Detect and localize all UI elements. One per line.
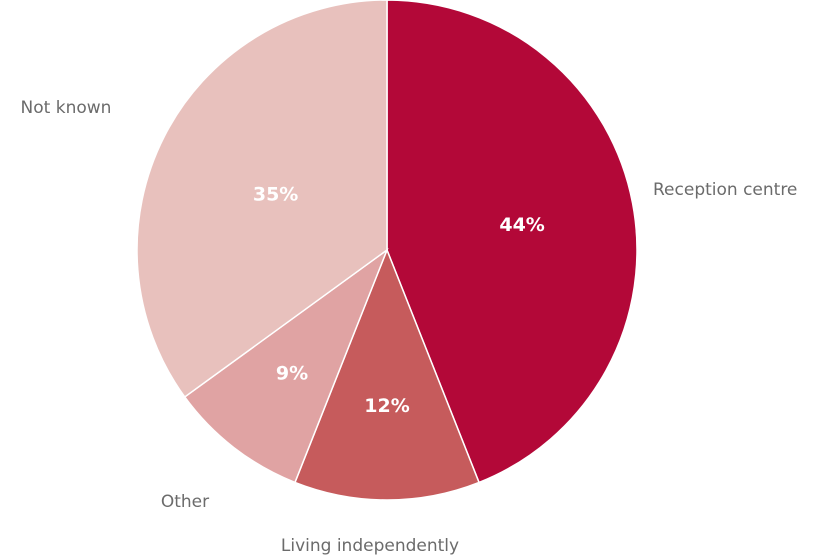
pie-slices	[136, 0, 638, 501]
data-label-not-known: 35%	[253, 183, 298, 205]
pie-slice-reception-centre	[386, 0, 638, 484]
category-label-reception-centre: Reception centre	[653, 180, 797, 200]
data-label-other: 9%	[276, 363, 308, 385]
data-label-living-independently: 12%	[364, 395, 409, 417]
pie-slice-other	[183, 247, 389, 484]
pie-slice-not-known	[136, 0, 388, 398]
data-label-reception-centre: 44%	[499, 214, 544, 236]
category-label-living-independently: Living independently	[281, 536, 459, 556]
category-label-not-known: Not known	[21, 98, 112, 118]
pie-slice-living-independently	[293, 247, 481, 501]
pie-labels: 44% Reception centre 12% Living independent…	[21, 98, 798, 556]
category-label-other: Other	[161, 492, 209, 512]
